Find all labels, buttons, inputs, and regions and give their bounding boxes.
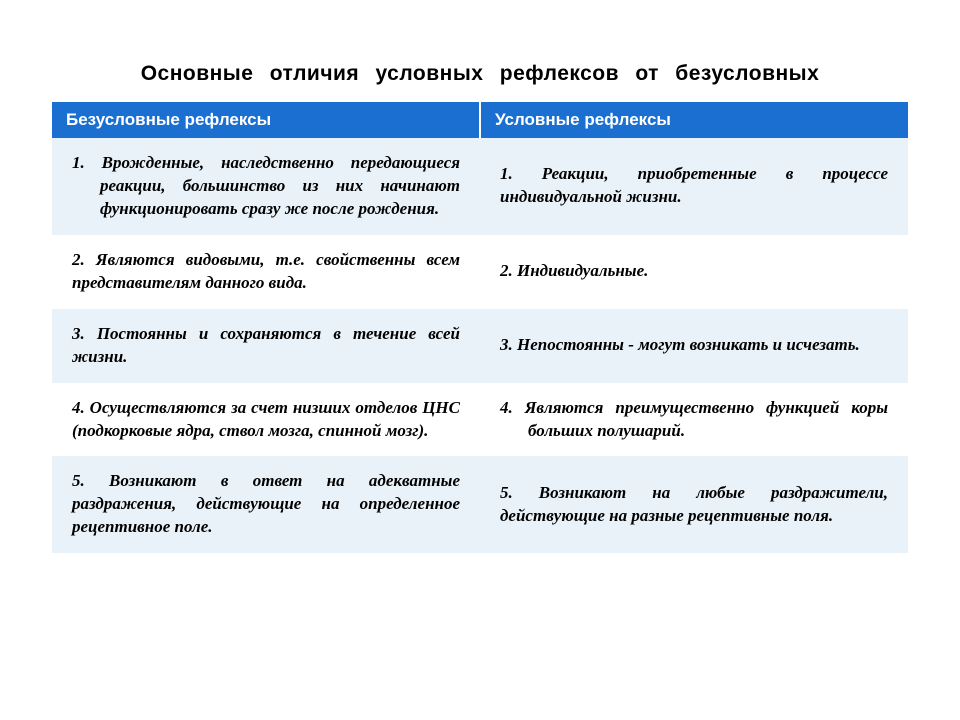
- table-row: 4. Осуществляются за счет низших отделов…: [52, 383, 908, 457]
- cell-text: 1. Врожденные, наследственно передающиес…: [72, 152, 460, 221]
- table-row: 5. Возникают в ответ на адекватные раздр…: [52, 456, 908, 553]
- cell-text: 5. Возникают на любые раздражители, дейс…: [500, 483, 888, 525]
- table-header-row: Безусловные рефлексы Условные рефлексы: [52, 102, 908, 138]
- cell-conditioned: 4. Являются преимущественно функцией кор…: [480, 383, 908, 457]
- cell-unconditioned: 2. Являются видовыми, т.е. свойственны в…: [52, 235, 480, 309]
- slide-page: Основные отличия условных рефлексов от б…: [0, 0, 960, 720]
- cell-conditioned: 2. Индивидуальные.: [480, 235, 908, 309]
- cell-text: 4. Осуществляются за счет низших отделов…: [72, 398, 460, 440]
- column-header-unconditioned: Безусловные рефлексы: [52, 102, 480, 138]
- cell-text: 4. Являются преимущественно функцией кор…: [500, 397, 888, 443]
- cell-text: 3. Постоянны и сохраняются в течение все…: [72, 324, 460, 366]
- cell-text: 3. Непостоянны - могут возникать и исчез…: [500, 335, 860, 354]
- cell-text: 2. Являются видовыми, т.е. свойственны в…: [72, 250, 460, 292]
- cell-conditioned: 1. Реакции, приобретенные в процессе инд…: [480, 138, 908, 235]
- table-row: 3. Постоянны и сохраняются в течение все…: [52, 309, 908, 383]
- table-row: 1. Врожденные, наследственно передающиес…: [52, 138, 908, 235]
- cell-text: 1. Реакции, приобретенные в процессе инд…: [500, 164, 888, 206]
- comparison-table: Безусловные рефлексы Условные рефлексы 1…: [52, 102, 908, 553]
- cell-unconditioned: 4. Осуществляются за счет низших отделов…: [52, 383, 480, 457]
- cell-conditioned: 5. Возникают на любые раздражители, дейс…: [480, 456, 908, 553]
- cell-unconditioned: 1. Врожденные, наследственно передающиес…: [52, 138, 480, 235]
- cell-conditioned: 3. Непостоянны - могут возникать и исчез…: [480, 309, 908, 383]
- table-row: 2. Являются видовыми, т.е. свойственны в…: [52, 235, 908, 309]
- slide-title: Основные отличия условных рефлексов от б…: [52, 62, 908, 86]
- cell-unconditioned: 5. Возникают в ответ на адекватные раздр…: [52, 456, 480, 553]
- cell-unconditioned: 3. Постоянны и сохраняются в течение все…: [52, 309, 480, 383]
- cell-text: 2. Индивидуальные.: [500, 261, 648, 280]
- cell-text: 5. Возникают в ответ на адекватные раздр…: [72, 471, 460, 536]
- column-header-conditioned: Условные рефлексы: [480, 102, 908, 138]
